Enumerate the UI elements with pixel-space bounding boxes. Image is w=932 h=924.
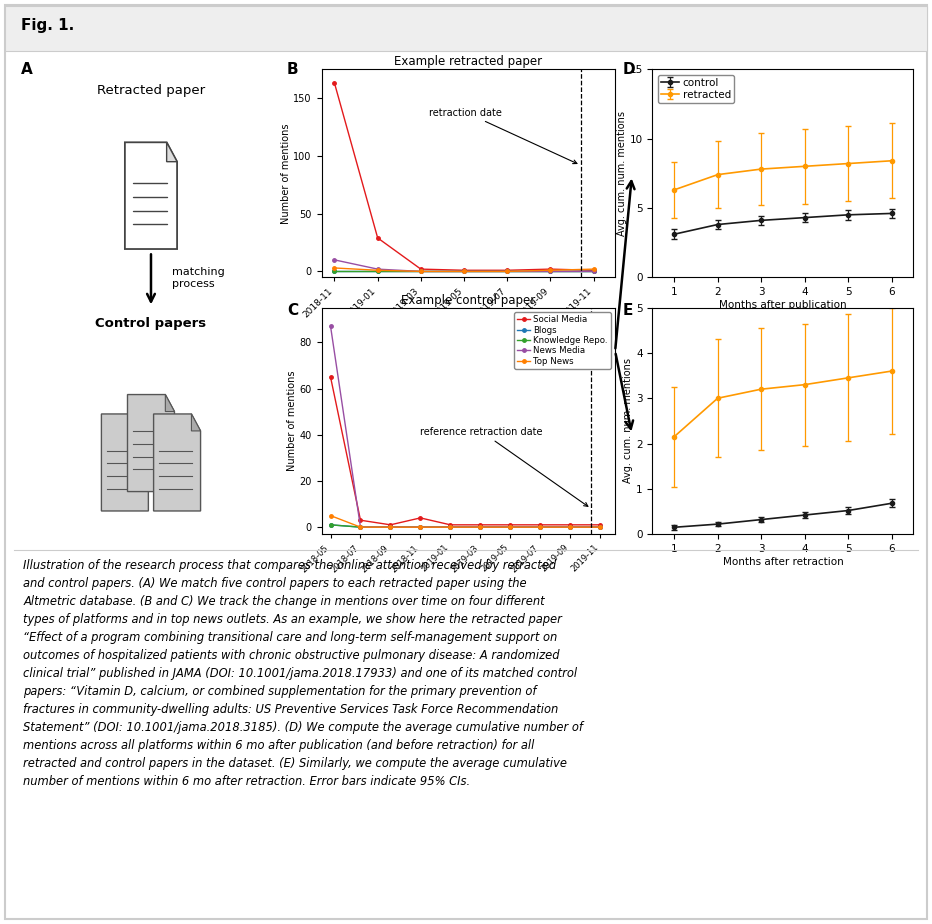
Blogs <box>325 519 336 530</box>
Blogs <box>385 521 396 532</box>
Title: Example retracted paper: Example retracted paper <box>394 55 542 68</box>
Top News <box>595 521 606 532</box>
Knowledge Repo. <box>595 521 606 532</box>
Knowledge Repo. <box>504 521 515 532</box>
Polygon shape <box>167 142 177 162</box>
Top News <box>415 521 426 532</box>
Polygon shape <box>102 414 148 511</box>
Legend: Social Media, Blogs, Knowledge Repo., News Media, Top News: Social Media, Blogs, Knowledge Repo., Ne… <box>514 312 610 369</box>
Text: matching
process: matching process <box>171 267 225 289</box>
Top News <box>325 510 336 521</box>
Blogs <box>565 521 576 532</box>
Line: Knowledge Repo.: Knowledge Repo. <box>329 523 602 529</box>
News Media <box>385 521 396 532</box>
Text: C: C <box>287 303 298 318</box>
News Media <box>504 521 515 532</box>
Knowledge Repo. <box>325 519 336 530</box>
Polygon shape <box>125 142 177 249</box>
Blogs <box>445 521 456 532</box>
Blogs <box>504 521 515 532</box>
Top News <box>355 521 366 532</box>
Line: Top News: Top News <box>329 514 602 529</box>
Blogs <box>355 521 366 532</box>
Text: retraction date: retraction date <box>430 107 577 164</box>
Social Media <box>385 519 396 530</box>
Top News <box>504 521 515 532</box>
Text: Retracted paper: Retracted paper <box>97 84 205 97</box>
Social Media <box>504 519 515 530</box>
Text: Illustration of the research process that compares the online attention received: Illustration of the research process tha… <box>23 559 583 788</box>
News Media <box>415 521 426 532</box>
Text: D: D <box>623 62 636 77</box>
Text: A: A <box>21 62 33 77</box>
Line: Social Media: Social Media <box>329 375 602 527</box>
Polygon shape <box>165 395 174 411</box>
News Media <box>535 521 546 532</box>
Social Media <box>415 512 426 523</box>
X-axis label: Months after retraction: Months after retraction <box>722 556 843 566</box>
Text: E: E <box>623 303 633 318</box>
Y-axis label: Number of mentions: Number of mentions <box>281 123 291 224</box>
Knowledge Repo. <box>355 521 366 532</box>
Line: News Media: News Media <box>329 324 602 529</box>
News Media <box>445 521 456 532</box>
Title: Example control paper: Example control paper <box>401 294 536 307</box>
Polygon shape <box>154 414 200 511</box>
Top News <box>474 521 486 532</box>
News Media <box>355 521 366 532</box>
Knowledge Repo. <box>385 521 396 532</box>
Y-axis label: Avg. cum. num. mentions: Avg. cum. num. mentions <box>624 359 633 483</box>
Top News <box>445 521 456 532</box>
Polygon shape <box>128 395 174 492</box>
Legend: control, retracted: control, retracted <box>658 75 734 103</box>
Knowledge Repo. <box>565 521 576 532</box>
Knowledge Repo. <box>445 521 456 532</box>
Top News <box>385 521 396 532</box>
News Media <box>325 321 336 332</box>
Social Media <box>535 519 546 530</box>
Blogs <box>535 521 546 532</box>
Knowledge Repo. <box>474 521 486 532</box>
News Media <box>565 521 576 532</box>
Social Media <box>474 519 486 530</box>
Blogs <box>415 521 426 532</box>
Social Media <box>595 519 606 530</box>
Blogs <box>474 521 486 532</box>
Top News <box>535 521 546 532</box>
Social Media <box>445 519 456 530</box>
Social Media <box>355 515 366 526</box>
Blogs <box>595 521 606 532</box>
Y-axis label: Number of mentions: Number of mentions <box>287 371 296 471</box>
Polygon shape <box>139 414 148 431</box>
Knowledge Repo. <box>415 521 426 532</box>
Social Media <box>565 519 576 530</box>
Text: B: B <box>287 62 298 77</box>
Text: reference retraction date: reference retraction date <box>420 427 588 506</box>
Y-axis label: Avg. cum. num. mentions: Avg. cum. num. mentions <box>617 111 626 236</box>
News Media <box>474 521 486 532</box>
News Media <box>595 521 606 532</box>
Knowledge Repo. <box>535 521 546 532</box>
X-axis label: Months after publication: Months after publication <box>720 299 846 310</box>
Line: Blogs: Blogs <box>329 523 602 529</box>
Text: Fig. 1.: Fig. 1. <box>21 18 74 33</box>
Top News <box>565 521 576 532</box>
Social Media <box>325 371 336 383</box>
Text: Control papers: Control papers <box>95 317 207 330</box>
Polygon shape <box>191 414 200 431</box>
